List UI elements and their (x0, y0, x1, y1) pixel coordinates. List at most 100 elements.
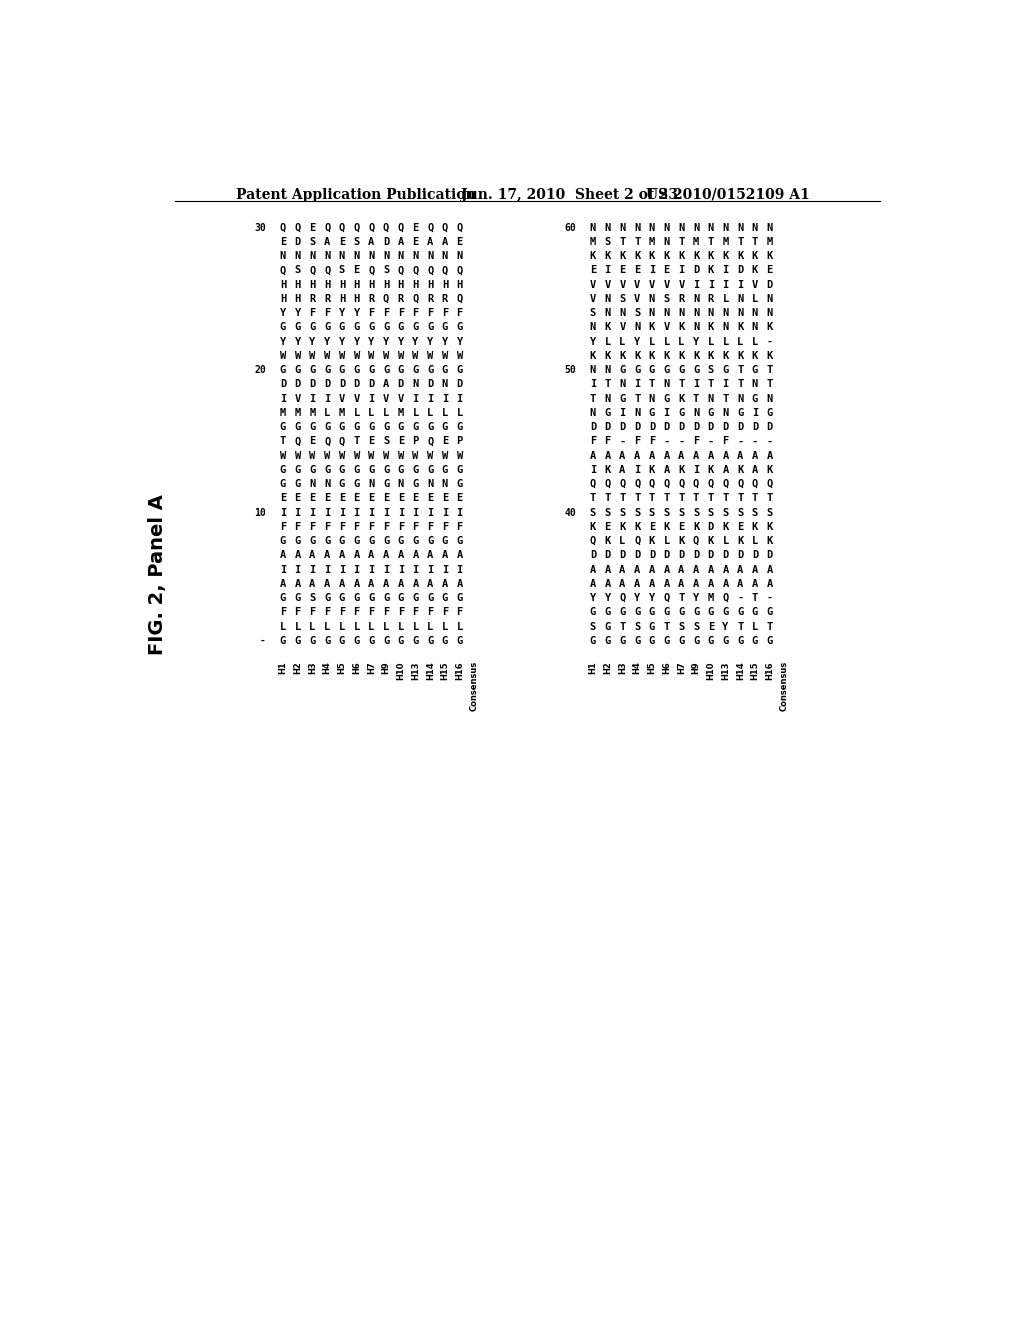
Text: G: G (441, 322, 449, 333)
Text: Y: Y (280, 337, 286, 347)
Text: S: S (383, 437, 389, 446)
Text: A: A (427, 238, 433, 247)
Text: G: G (678, 607, 684, 618)
Text: W: W (457, 351, 463, 360)
Text: W: W (353, 450, 359, 461)
Text: A: A (664, 565, 670, 574)
Text: N: N (722, 408, 729, 418)
Text: G: G (441, 366, 449, 375)
Text: W: W (324, 351, 331, 360)
Text: A: A (324, 238, 331, 247)
Text: A: A (693, 565, 699, 574)
Text: F: F (383, 521, 389, 532)
Text: F: F (604, 437, 611, 446)
Text: H5: H5 (647, 661, 656, 675)
Text: G: G (413, 593, 419, 603)
Text: H16: H16 (456, 661, 464, 680)
Text: Q: Q (397, 223, 403, 232)
Text: T: T (693, 393, 699, 404)
Text: I: I (309, 393, 315, 404)
Text: T: T (708, 494, 714, 503)
Text: E: E (383, 494, 389, 503)
Text: N: N (397, 479, 403, 490)
Text: T: T (620, 622, 626, 631)
Text: Y: Y (397, 337, 403, 347)
Text: G: G (339, 465, 345, 475)
Text: I: I (369, 508, 375, 517)
Text: H2: H2 (603, 661, 612, 675)
Text: G: G (722, 636, 729, 645)
Text: A: A (752, 465, 758, 475)
Text: N: N (767, 223, 773, 232)
Text: A: A (397, 550, 403, 560)
Text: 40: 40 (564, 508, 575, 517)
Text: T: T (634, 494, 640, 503)
Text: K: K (722, 251, 729, 261)
Text: T: T (722, 393, 729, 404)
Text: K: K (737, 536, 743, 546)
Text: F: F (339, 521, 345, 532)
Text: N: N (722, 322, 729, 333)
Text: G: G (280, 593, 286, 603)
Text: G: G (664, 366, 670, 375)
Text: I: I (383, 565, 389, 574)
Text: W: W (295, 450, 301, 461)
Text: E: E (441, 494, 449, 503)
Text: Q: Q (678, 479, 684, 490)
Text: K: K (649, 251, 655, 261)
Text: T: T (590, 494, 596, 503)
Text: D: D (708, 521, 714, 532)
Text: E: E (604, 521, 611, 532)
Text: L: L (369, 622, 375, 631)
Text: S: S (620, 294, 626, 304)
Text: Q: Q (295, 437, 301, 446)
Text: I: I (634, 465, 640, 475)
Text: K: K (752, 265, 758, 276)
Text: N: N (664, 308, 670, 318)
Text: G: G (693, 607, 699, 618)
Text: E: E (678, 521, 684, 532)
Text: I: I (441, 393, 449, 404)
Text: G: G (457, 366, 463, 375)
Text: T: T (752, 593, 758, 603)
Text: Jun. 17, 2010  Sheet 2 of 23: Jun. 17, 2010 Sheet 2 of 23 (461, 187, 678, 202)
Text: D: D (353, 379, 359, 389)
Text: N: N (693, 294, 699, 304)
Text: I: I (413, 508, 419, 517)
Text: G: G (339, 479, 345, 490)
Text: Y: Y (649, 593, 655, 603)
Text: K: K (620, 351, 626, 360)
Text: S: S (309, 593, 315, 603)
Text: Q: Q (664, 593, 670, 603)
Text: F: F (441, 607, 449, 618)
Text: L: L (620, 536, 626, 546)
Text: K: K (604, 322, 611, 333)
Text: -: - (260, 636, 266, 645)
Text: A: A (708, 579, 714, 589)
Text: G: G (324, 593, 331, 603)
Text: M: M (339, 408, 345, 418)
Text: I: I (295, 508, 301, 517)
Text: F: F (413, 607, 419, 618)
Text: G: G (457, 422, 463, 432)
Text: A: A (604, 579, 611, 589)
Text: G: G (280, 322, 286, 333)
Text: H: H (413, 280, 419, 289)
Text: G: G (369, 636, 375, 645)
Text: N: N (604, 393, 611, 404)
Text: K: K (678, 393, 684, 404)
Text: A: A (457, 550, 463, 560)
Text: A: A (280, 579, 286, 589)
Text: -: - (664, 437, 670, 446)
Text: N: N (722, 223, 729, 232)
Text: T: T (634, 393, 640, 404)
Text: S: S (752, 508, 758, 517)
Text: I: I (634, 379, 640, 389)
Text: H: H (353, 280, 359, 289)
Text: K: K (708, 265, 714, 276)
Text: G: G (280, 366, 286, 375)
Text: 10: 10 (254, 508, 266, 517)
Text: L: L (664, 337, 670, 347)
Text: N: N (397, 251, 403, 261)
Text: Q: Q (590, 479, 596, 490)
